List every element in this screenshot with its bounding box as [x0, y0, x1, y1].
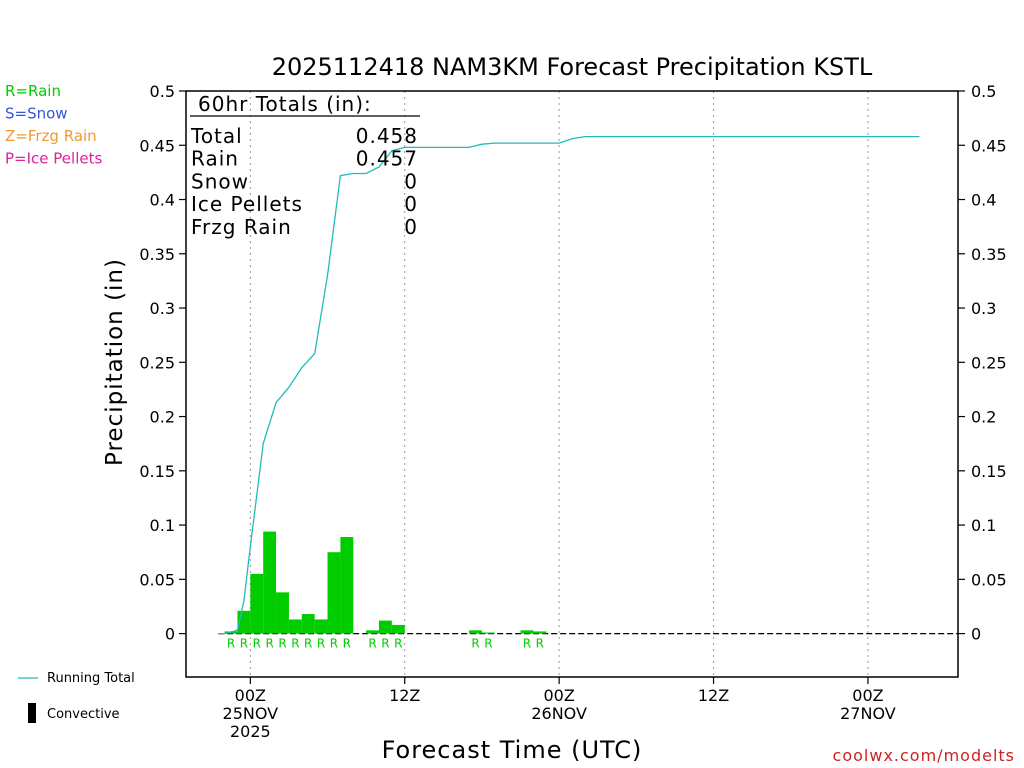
precip-type-label: R — [471, 637, 479, 651]
totals-row-label: Rain — [191, 147, 239, 171]
precip-type-legend-item: Z=Frzg Rain — [5, 127, 97, 145]
y-tick-label-right: 0.05 — [971, 570, 1007, 589]
precip-type-label: R — [394, 637, 402, 651]
totals-heading: 60hr Totals (in): — [198, 92, 372, 116]
y-tick-label-left: 0.1 — [150, 516, 175, 535]
precip-type-label: R — [523, 637, 531, 651]
x-tick-label: 12Z — [389, 686, 420, 705]
totals-row-label: Snow — [191, 169, 249, 193]
y-tick-label-right: 0.3 — [971, 299, 996, 318]
y-axis-label: Precipitation (in) — [102, 258, 128, 466]
running-total-line — [218, 135, 920, 635]
precip-type-legend-item: S=Snow — [5, 105, 68, 123]
bar — [469, 630, 482, 634]
precip-type-label: R — [304, 637, 312, 651]
y-tick-label-right: 0.35 — [971, 245, 1007, 264]
bar — [520, 630, 534, 634]
totals-box: 60hr Totals (in): Total 0.458 Rain 0.457 Sno… — [190, 92, 420, 239]
precip-type-label: R — [330, 637, 338, 651]
y-axis-left: 0 0.05 0.1 0.15 0.2 0.25 0.3 0.35 0.4 0.45 0.5 — [139, 82, 186, 644]
convective-legend-swatch — [28, 703, 36, 723]
x-tick-label: 2025 — [230, 722, 271, 741]
convective-legend-label: Convective — [47, 707, 120, 722]
bar — [327, 552, 341, 634]
precip-type-label: R — [484, 637, 492, 651]
y-tick-label-left: 0.15 — [139, 462, 175, 481]
y-tick-label-left: 0.4 — [150, 191, 175, 210]
bar — [533, 631, 547, 634]
bar — [366, 630, 379, 634]
y-tick-label-right: 0.2 — [971, 408, 996, 427]
y-tick-label-right: 0.5 — [971, 82, 996, 101]
precip-type-label: R — [278, 637, 286, 651]
x-tick-label: 00Z — [852, 686, 883, 705]
bar — [276, 592, 289, 634]
y-tick-label-left: 0.05 — [139, 570, 175, 589]
y-tick-label-right: 0.1 — [971, 516, 996, 535]
totals-row-label: Total — [190, 124, 243, 148]
y-tick-label-left: 0.45 — [139, 136, 175, 155]
x-tick-label: 12Z — [698, 686, 729, 705]
y-tick-label-left: 0.2 — [150, 408, 175, 427]
totals-row-value: 0.458 — [356, 124, 418, 148]
precip-type-legend-item: P=Ice Pellets — [5, 150, 102, 168]
totals-row-value: 0 — [404, 169, 418, 193]
y-tick-label-left: 0 — [165, 625, 175, 644]
y-tick-label-right: 0.15 — [971, 462, 1007, 481]
x-axis-label: Forecast Time (UTC) — [382, 736, 643, 764]
credit-text: coolwx.com/modelts — [833, 746, 1015, 765]
totals-row-value: 0 — [404, 192, 418, 216]
grid-lines — [249, 91, 869, 677]
bar-group — [224, 531, 547, 634]
precip-type-label: R — [317, 637, 325, 651]
precip-type-label: R — [227, 637, 235, 651]
bar — [340, 537, 354, 634]
y-axis-right: 0 0.05 0.1 0.15 0.2 0.25 0.3 0.35 0.4 0.45 0.5 — [958, 82, 1007, 644]
precip-type-label: R — [536, 637, 544, 651]
x-tick-label: 25NOV — [223, 704, 279, 723]
bar — [314, 619, 328, 634]
x-tick-label: 00Z — [543, 686, 574, 705]
y-tick-label-left: 0.3 — [150, 299, 175, 318]
bar — [250, 573, 264, 634]
bar — [379, 620, 392, 634]
precip-type-label: R — [240, 637, 248, 651]
bar — [301, 614, 315, 634]
chart-title: 2025112418 NAM3KM Forecast Precipitation… — [272, 53, 873, 81]
y-tick-label-left: 0.35 — [139, 245, 175, 264]
totals-row-value: 0 — [404, 215, 418, 239]
totals-row-label: Frzg Rain — [191, 215, 292, 239]
precip-type-label: R — [253, 637, 261, 651]
plot-frame — [185, 90, 959, 678]
precip-type-label: R — [368, 637, 376, 651]
precip-type-legend-item: R=Rain — [5, 82, 61, 100]
y-tick-label-left: 0.5 — [150, 82, 175, 101]
precip-type-label: R — [265, 637, 273, 651]
precip-type-legend: R=Rain S=Snow Z=Frzg Rain P=Ice Pellets — [5, 82, 102, 168]
bar — [481, 632, 495, 634]
precip-type-label: R — [291, 637, 299, 651]
totals-row-value: 0.457 — [356, 147, 418, 171]
totals-row-label: Ice Pellets — [191, 192, 303, 216]
x-tick-label: 00Z — [235, 686, 266, 705]
bar — [391, 624, 405, 634]
precip-type-label: R — [381, 637, 389, 651]
y-tick-label-right: 0.4 — [971, 191, 996, 210]
x-tick-label: 26NOV — [531, 704, 587, 723]
x-tick-label: 27NOV — [840, 704, 896, 723]
precip-type-label: R — [343, 637, 351, 651]
bar — [263, 531, 277, 634]
y-tick-label-right: 0.25 — [971, 353, 1007, 372]
bar — [288, 619, 302, 634]
y-tick-label-right: 0 — [971, 625, 981, 644]
line-legend: Running Total Convective — [18, 671, 135, 723]
y-tick-label-left: 0.25 — [139, 353, 175, 372]
y-tick-label-right: 0.45 — [971, 136, 1007, 155]
running-total-legend-label: Running Total — [47, 671, 135, 686]
